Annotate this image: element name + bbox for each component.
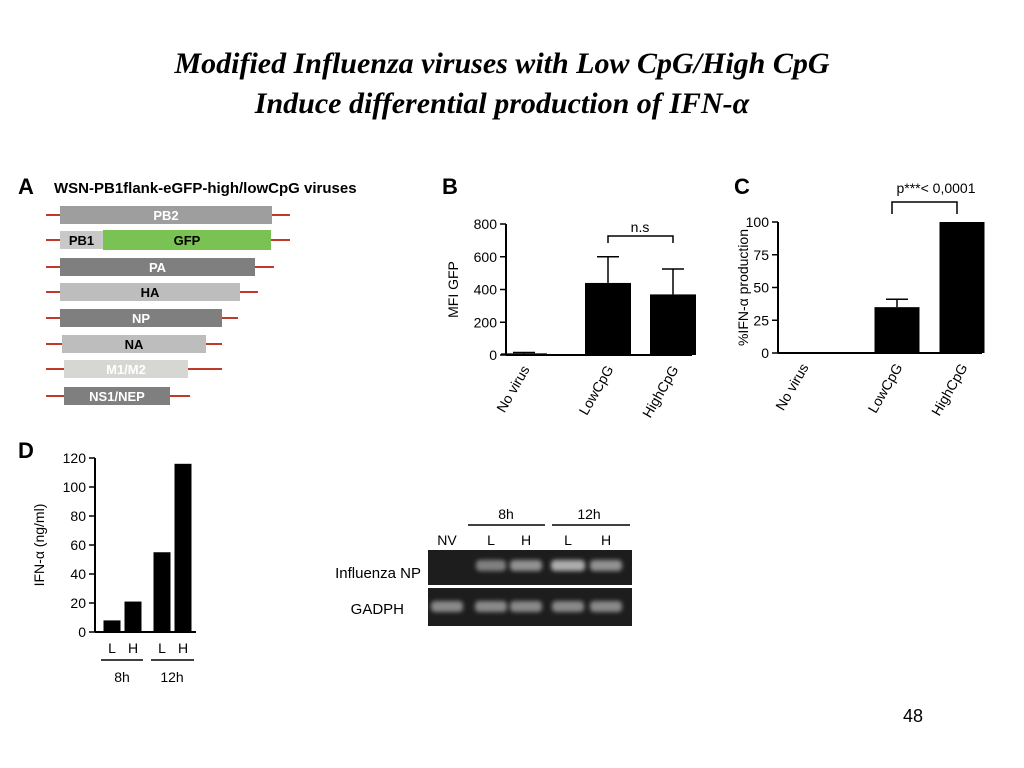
x-tick-label: HighCpG <box>928 361 971 419</box>
panel-a-heading: WSN-PB1flank-eGFP-high/lowCpG viruses <box>54 180 357 197</box>
gel-lane-label: H <box>601 532 611 548</box>
gel-image: 8h 12h NV L H L H Influenza NP GADPH <box>335 506 632 626</box>
bar <box>650 294 696 355</box>
bar <box>780 352 826 354</box>
y-axis-label: MFI GFP <box>445 261 461 318</box>
segment-label: PB1 <box>69 233 94 248</box>
y-tick-label: 100 <box>746 214 770 230</box>
significance-bracket <box>607 235 674 243</box>
bar <box>585 282 631 355</box>
y-tick-label: 600 <box>474 249 498 265</box>
x-tick-label: No virus <box>772 361 812 413</box>
segment-label: PA <box>149 260 167 275</box>
x-tick-label: L <box>158 640 166 656</box>
panel-a-letter: A <box>18 174 34 199</box>
x-tick-label: H <box>128 640 138 656</box>
gel-row-label: GADPH <box>351 601 404 618</box>
significance-label: p***< 0,0001 <box>896 180 975 196</box>
significance-label: n.s <box>631 219 650 235</box>
segment-bar <box>60 283 240 301</box>
panel-b-chart: B 0 200 400 600 800 MFI GFP No virus LowCpG High… <box>442 174 696 420</box>
panel-b-letter: B <box>442 174 458 199</box>
gel-band <box>431 601 463 612</box>
panel-a-segments: A WSN-PB1flank-eGFP-high/lowCpG viruses … <box>18 174 357 405</box>
gel-lane-label: H <box>521 532 531 548</box>
y-tick-label: 0 <box>761 345 769 361</box>
y-tick-label: 25 <box>753 312 769 328</box>
gfp-insert <box>103 230 271 250</box>
gel-band <box>476 560 506 571</box>
gel-band <box>510 560 542 571</box>
x-tick-label: L <box>108 640 116 656</box>
bar <box>874 307 920 353</box>
x-tick-label: No virus <box>493 363 533 415</box>
group-label: 12h <box>160 669 183 685</box>
gel-band <box>590 601 622 612</box>
segment-bar <box>60 258 255 276</box>
y-tick-label: 50 <box>753 280 769 296</box>
gfp-insert-label: GFP <box>174 233 201 248</box>
segment-bar <box>60 206 272 224</box>
page-number: 48 <box>903 706 924 726</box>
y-axis-label: IFN-α (ng/ml) <box>31 504 47 587</box>
gel-band <box>552 601 584 612</box>
y-tick-label: 400 <box>474 282 498 298</box>
segment-label: PB2 <box>153 208 178 223</box>
bar <box>153 552 171 632</box>
gel-band <box>475 601 507 612</box>
y-axis-label: %IFN-α production <box>735 229 751 346</box>
gel-row-label: Influenza NP <box>335 565 421 582</box>
y-tick-label: 75 <box>753 247 769 263</box>
segment-label: NS1/NEP <box>89 389 145 404</box>
gel-lane-label: NV <box>437 532 457 548</box>
panel-c-chart: C 0 25 50 75 100%IFN-α production No virus Low… <box>734 174 985 418</box>
y-tick-label: 800 <box>474 216 498 232</box>
y-tick-label: 40 <box>70 566 86 582</box>
segment-label: HA <box>141 285 160 300</box>
y-tick-label: 0 <box>78 624 86 640</box>
segment-label: NP <box>132 311 150 326</box>
gel-band <box>551 560 585 571</box>
x-tick-label: LowCpG <box>576 363 617 418</box>
segment-bar <box>64 387 170 405</box>
x-tick-label: H <box>178 640 188 656</box>
slide-title-line-2: Induce differential production of IFN-α <box>254 87 750 120</box>
segment-bar <box>64 360 188 378</box>
bar <box>124 601 142 632</box>
gel-lane-label: L <box>487 532 495 548</box>
x-tick-label: HighCpG <box>639 363 682 421</box>
y-tick-label: 120 <box>63 450 87 466</box>
bar <box>103 620 121 632</box>
gel-band <box>510 601 542 612</box>
y-tick-label: 200 <box>474 314 498 330</box>
y-tick-label: 20 <box>70 595 86 611</box>
y-tick-label: 80 <box>70 508 86 524</box>
group-label: 8h <box>114 669 130 685</box>
significance-bracket <box>891 201 958 214</box>
gel-lane-label: L <box>564 532 572 548</box>
slide-title-line-1: Modified Influenza viruses with Low CpG/… <box>174 47 830 80</box>
gel-band <box>590 560 622 571</box>
bar <box>501 353 547 355</box>
gel-time-label: 12h <box>577 506 600 522</box>
panel-c-letter: C <box>734 174 750 199</box>
y-tick-label: 60 <box>70 537 86 553</box>
segment-label: NA <box>125 337 144 352</box>
segment-label: M1/M2 <box>106 362 146 377</box>
bar <box>174 463 192 632</box>
x-tick-label: LowCpG <box>865 361 906 416</box>
bar <box>939 222 985 353</box>
panel-d-letter: D <box>18 438 34 463</box>
gel-time-label: 8h <box>498 506 514 522</box>
y-tick-label: 100 <box>63 479 87 495</box>
y-tick-label: 0 <box>489 347 497 363</box>
segment-bar <box>60 309 222 327</box>
segment-bar <box>62 335 206 353</box>
genome-segments: PB2 PB1 GFP PA HA NP NA M1/M2 NS1/NEP <box>46 206 290 405</box>
slide-title: Modified Influenza viruses with Low CpG/… <box>0 44 1004 124</box>
